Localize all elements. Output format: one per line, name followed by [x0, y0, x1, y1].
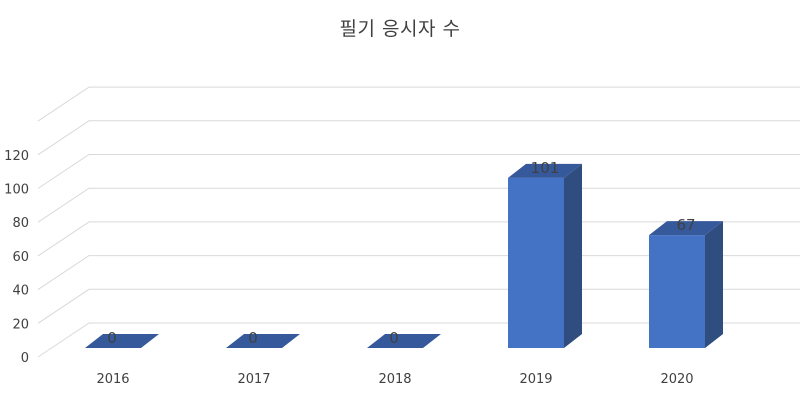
y-tick-label: 20: [12, 317, 29, 332]
data-label: 67: [676, 216, 695, 234]
y-tick-label: 80: [12, 216, 29, 231]
x-tick-label: 2017: [237, 372, 270, 387]
x-tick-label: 2019: [519, 372, 552, 387]
bar-side-face: [705, 221, 723, 348]
x-tick-label: 2018: [378, 372, 411, 387]
data-label: 101: [531, 159, 560, 177]
gridline: [37, 86, 800, 122]
chart-title: 필기 응시자 수: [339, 18, 461, 40]
data-label: 0: [389, 329, 399, 347]
data-label: 0: [248, 329, 258, 347]
y-tick-label: 40: [12, 284, 29, 299]
bar-top-face: [649, 221, 723, 236]
bar-2016: [85, 334, 159, 348]
bar-front-face: [508, 177, 564, 348]
gridline: [37, 154, 800, 189]
y-tick-label: 60: [12, 250, 29, 265]
gridline: [37, 120, 800, 156]
bar-top-face: [367, 334, 441, 348]
y-tick-label: 120: [4, 149, 29, 164]
bar-top-face: [226, 334, 300, 348]
bar-front-face: [649, 235, 705, 348]
bar-top-face: [85, 334, 159, 348]
y-tick-label: 100: [4, 183, 29, 198]
bar-2020: [649, 221, 723, 348]
bar-top-face: [508, 163, 582, 178]
bar-2019: [508, 163, 582, 348]
x-tick-label: 2016: [96, 372, 129, 387]
bar-side-face: [564, 163, 582, 348]
y-tick-label: 0: [21, 351, 29, 366]
bar-2017: [226, 334, 300, 348]
x-tick-label: 2020: [660, 372, 693, 387]
bar-2018: [367, 334, 441, 348]
data-label: 0: [107, 329, 117, 347]
